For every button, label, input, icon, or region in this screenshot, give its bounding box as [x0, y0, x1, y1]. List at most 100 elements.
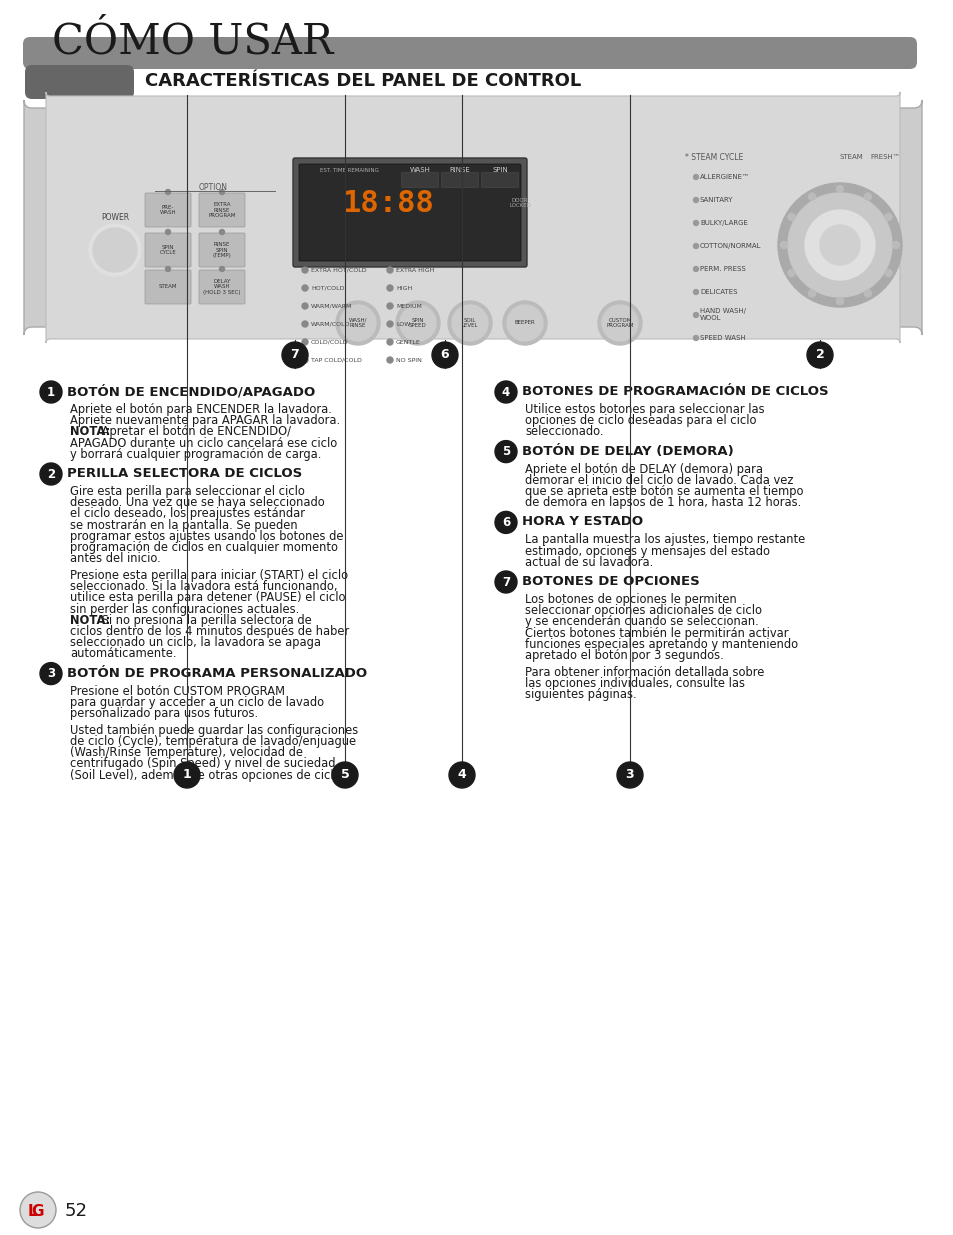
Circle shape	[892, 242, 899, 248]
Text: SPEED WASH: SPEED WASH	[700, 335, 745, 341]
Circle shape	[863, 290, 871, 296]
Circle shape	[387, 338, 393, 345]
Text: L: L	[27, 1203, 37, 1219]
Text: EXTRA HIGH: EXTRA HIGH	[395, 268, 434, 273]
Text: 5: 5	[340, 768, 349, 782]
Circle shape	[693, 174, 698, 179]
Circle shape	[40, 663, 62, 684]
Text: HIGH: HIGH	[395, 285, 412, 290]
Text: seleccionado un ciclo, la lavadora se apaga: seleccionado un ciclo, la lavadora se ap…	[70, 636, 320, 650]
Text: GENTLE: GENTLE	[395, 340, 420, 345]
Text: CARACTERÍSTICAS DEL PANEL DE CONTROL: CARACTERÍSTICAS DEL PANEL DE CONTROL	[145, 72, 580, 90]
Text: las opciones individuales, consulte las: las opciones individuales, consulte las	[524, 677, 744, 690]
Text: 3: 3	[47, 667, 55, 680]
Text: se mostrarán en la pantalla. Se pueden: se mostrarán en la pantalla. Se pueden	[70, 519, 297, 531]
Text: deseado. Una vez que se haya seleccionado: deseado. Una vez que se haya seleccionad…	[70, 496, 324, 509]
Text: apretado el botón por 3 segundos.: apretado el botón por 3 segundos.	[524, 650, 723, 662]
Circle shape	[387, 285, 393, 291]
Text: programar estos ajustes usando los botones de: programar estos ajustes usando los boton…	[70, 530, 343, 543]
Circle shape	[601, 305, 638, 341]
Text: centrifugado (Spin Speed) y nivel de suciedad: centrifugado (Spin Speed) y nivel de suc…	[70, 757, 335, 771]
Text: 2: 2	[815, 348, 823, 362]
Text: Apriete el botón para ENCENDER la lavadora.: Apriete el botón para ENCENDER la lavado…	[70, 403, 332, 416]
FancyBboxPatch shape	[199, 193, 245, 227]
Text: actual de su lavadora.: actual de su lavadora.	[524, 556, 653, 569]
Circle shape	[863, 193, 871, 200]
Circle shape	[807, 290, 815, 296]
Circle shape	[20, 1192, 56, 1228]
Text: sin perder las configuraciones actuales.: sin perder las configuraciones actuales.	[70, 603, 299, 615]
Circle shape	[836, 185, 842, 193]
Circle shape	[302, 321, 308, 327]
Text: Usted también puede guardar las configuraciones: Usted también puede guardar las configur…	[70, 724, 358, 737]
Text: Los botones de opciones le permiten: Los botones de opciones le permiten	[524, 593, 736, 606]
Text: Presione esta perilla para iniciar (START) el ciclo: Presione esta perilla para iniciar (STAR…	[70, 569, 348, 582]
Text: LOW: LOW	[395, 321, 410, 326]
Circle shape	[693, 267, 698, 272]
Text: 6: 6	[440, 348, 449, 362]
Circle shape	[452, 305, 488, 341]
FancyBboxPatch shape	[293, 158, 526, 267]
Text: automáticamente.: automáticamente.	[70, 647, 176, 661]
Circle shape	[693, 243, 698, 248]
Text: seleccionar opciones adicionales de ciclo: seleccionar opciones adicionales de cicl…	[524, 604, 761, 618]
Text: Apretar el botón de ENCENDIDO/: Apretar el botón de ENCENDIDO/	[98, 425, 291, 438]
Text: EXTRA
RINSE
PROGRAM: EXTRA RINSE PROGRAM	[208, 201, 235, 219]
Text: siguientes páginas.: siguientes páginas.	[524, 688, 636, 701]
Text: TAP COLD/COLD: TAP COLD/COLD	[311, 357, 361, 363]
Text: BOTONES DE OPCIONES: BOTONES DE OPCIONES	[521, 576, 699, 588]
Circle shape	[693, 198, 698, 203]
FancyBboxPatch shape	[24, 100, 921, 335]
Text: 5: 5	[501, 445, 510, 458]
Text: RINSE: RINSE	[449, 167, 470, 173]
Text: BEEPER: BEEPER	[514, 321, 535, 326]
Circle shape	[693, 312, 698, 317]
Circle shape	[884, 214, 891, 221]
Text: G: G	[31, 1203, 44, 1219]
FancyBboxPatch shape	[199, 270, 245, 304]
Text: WASH/
RINSE: WASH/ RINSE	[349, 317, 367, 329]
Circle shape	[89, 224, 141, 275]
Circle shape	[502, 301, 546, 345]
Text: 1: 1	[182, 768, 192, 782]
Text: BULKY/LARGE: BULKY/LARGE	[700, 220, 747, 226]
Text: utilice esta perilla para detener (PAUSE) el ciclo: utilice esta perilla para detener (PAUSE…	[70, 592, 345, 604]
Text: 4: 4	[501, 385, 510, 399]
Circle shape	[332, 762, 357, 788]
Text: (Soil Level), además de otras opciones de ciclo.: (Soil Level), además de otras opciones d…	[70, 768, 344, 782]
Text: Gire esta perilla para seleccionar el ciclo: Gire esta perilla para seleccionar el ci…	[70, 485, 305, 498]
FancyBboxPatch shape	[199, 233, 245, 267]
Circle shape	[302, 357, 308, 363]
Text: demorar el inicio del ciclo de lavado. Cada vez: demorar el inicio del ciclo de lavado. C…	[524, 474, 793, 487]
Circle shape	[432, 342, 457, 368]
Text: ALLERGIENE™: ALLERGIENE™	[700, 174, 749, 180]
Text: NOTA:: NOTA:	[70, 614, 111, 627]
Text: 18:88: 18:88	[341, 189, 434, 217]
Circle shape	[335, 301, 379, 345]
Circle shape	[302, 303, 308, 309]
Circle shape	[302, 338, 308, 345]
Circle shape	[449, 762, 475, 788]
Text: Ciertos botones también le permitirán activar: Ciertos botones también le permitirán ac…	[524, 626, 788, 640]
Text: seleccionado.: seleccionado.	[524, 425, 603, 438]
Text: 7: 7	[501, 576, 510, 589]
Circle shape	[92, 228, 137, 272]
Text: EXTRA HOT/COLD: EXTRA HOT/COLD	[311, 268, 366, 273]
Circle shape	[165, 267, 171, 272]
Text: personalizado para usos futuros.: personalizado para usos futuros.	[70, 706, 258, 720]
Text: BOTÓN DE DELAY (DEMORA): BOTÓN DE DELAY (DEMORA)	[521, 445, 733, 458]
Text: que se aprieta este botón se aumenta el tiempo: que se aprieta este botón se aumenta el …	[524, 485, 802, 498]
Text: opciones de ciclo deseadas para el ciclo: opciones de ciclo deseadas para el ciclo	[524, 414, 756, 427]
Text: WASH: WASH	[409, 167, 430, 173]
FancyBboxPatch shape	[481, 173, 518, 188]
Circle shape	[219, 230, 224, 235]
Circle shape	[387, 267, 393, 273]
Text: Utilice estos botones para seleccionar las: Utilice estos botones para seleccionar l…	[524, 403, 763, 416]
Text: COTTON/NORMAL: COTTON/NORMAL	[700, 243, 760, 249]
Circle shape	[598, 301, 641, 345]
Text: 6: 6	[501, 516, 510, 529]
Text: Para obtener información detallada sobre: Para obtener información detallada sobre	[524, 666, 763, 679]
Text: BOTÓN DE ENCENDIDO/APAGADO: BOTÓN DE ENCENDIDO/APAGADO	[67, 385, 314, 399]
Text: 2: 2	[47, 468, 55, 480]
Circle shape	[282, 342, 308, 368]
